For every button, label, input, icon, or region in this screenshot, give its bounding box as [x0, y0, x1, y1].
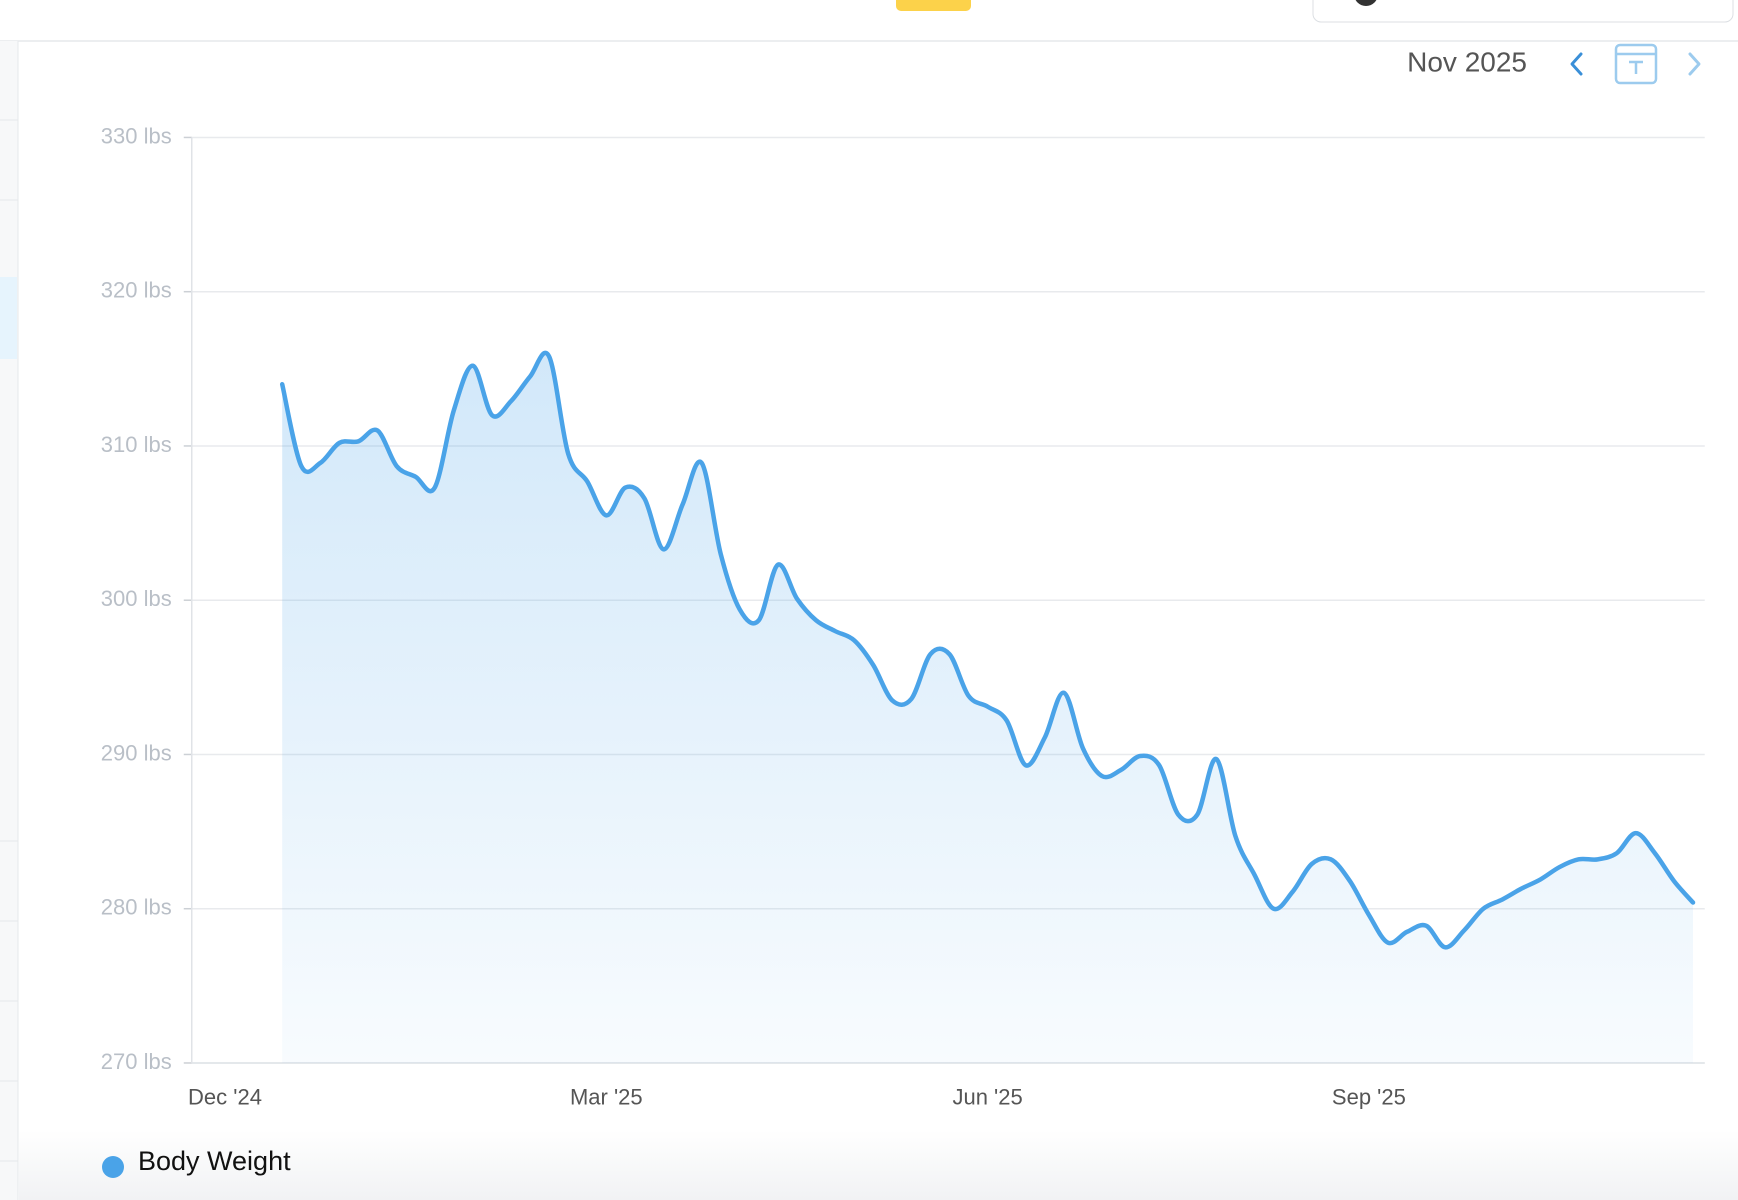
x-tick-label: Dec '24 [188, 1084, 262, 1109]
search-box[interactable] [1312, 0, 1734, 23]
sidebar [0, 41, 18, 1200]
x-tick-label: Mar '25 [570, 1084, 643, 1109]
y-tick-label: 330 lbs [101, 123, 172, 148]
month-label: Nov 2025 [1407, 46, 1527, 77]
prev-button[interactable] [1570, 52, 1583, 76]
today-button[interactable] [1614, 43, 1658, 85]
sidebar-dividers [0, 119, 18, 1162]
avatar[interactable] [1354, 0, 1378, 6]
x-tick-label: Jun '25 [952, 1084, 1022, 1109]
badge[interactable] [896, 0, 971, 11]
y-tick-label: 310 lbs [101, 432, 172, 457]
y-tick-label: 270 lbs [101, 1049, 172, 1074]
sidebar-active[interactable] [0, 277, 17, 359]
y-tick-label: 280 lbs [101, 895, 172, 920]
legend-label: Body Weight [138, 1146, 291, 1176]
y-tick-label: 300 lbs [101, 586, 172, 611]
next-button[interactable] [1688, 52, 1701, 76]
legend-marker [102, 1156, 124, 1178]
line [279, 350, 1696, 950]
x-tick-label: Sep '25 [1332, 1084, 1406, 1109]
chart: 270 lbs 280 lbs 290 lbs 300 lbs 310 lbs 320 l… [101, 123, 1705, 1178]
y-tick-label: 320 lbs [101, 278, 172, 303]
y-tick-label: 290 lbs [101, 740, 172, 765]
legend-band [19, 1130, 1738, 1200]
